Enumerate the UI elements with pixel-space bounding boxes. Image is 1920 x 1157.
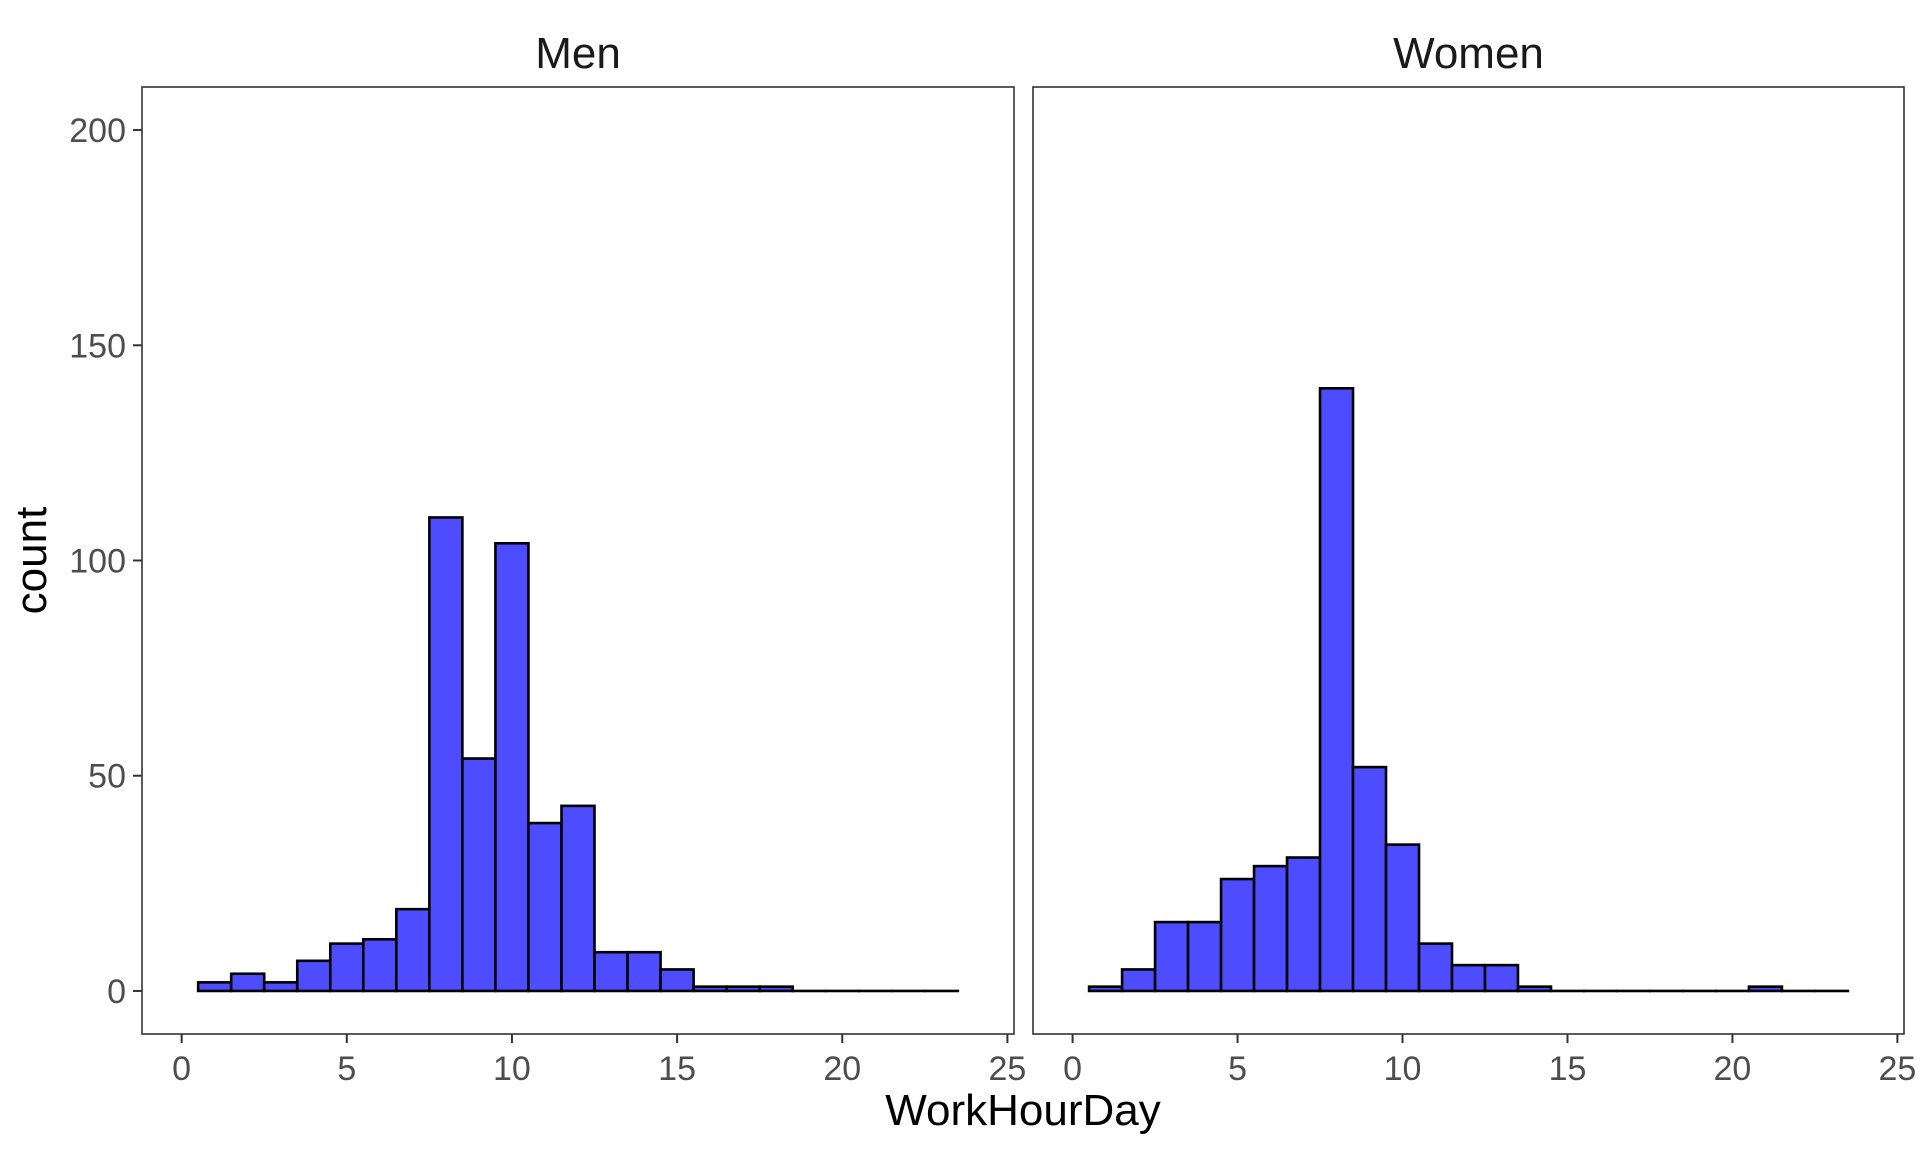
histogram-bar [1386, 845, 1419, 991]
histogram-bar [1122, 969, 1155, 991]
x-tick-label: 20 [1714, 1050, 1752, 1088]
histogram-bar [363, 939, 396, 991]
y-tick-label: 150 [69, 327, 126, 365]
histogram-bar [661, 969, 694, 991]
histogram-bar [1254, 866, 1287, 991]
histogram-bar [1518, 987, 1551, 991]
histogram-bar [1320, 388, 1353, 991]
histogram-bar [1353, 767, 1386, 991]
histogram-bar [628, 952, 661, 991]
histogram-bar [1188, 922, 1221, 991]
y-tick-label: 200 [69, 112, 126, 150]
facet-panel-1: Women 0 5 10 15 20 25 [1033, 29, 1916, 1088]
x-tick-label: 15 [1549, 1050, 1587, 1088]
facet-title: Men [535, 29, 621, 78]
x-axis-title: WorkHourDay [885, 1086, 1160, 1135]
histogram-bar [528, 823, 561, 991]
histogram-bar [495, 543, 528, 991]
histogram-bar [1485, 965, 1518, 991]
x-tick-label: 10 [493, 1050, 531, 1088]
histogram-bar [1419, 944, 1452, 991]
histogram-bar [330, 944, 363, 991]
x-tick-label: 0 [1063, 1050, 1082, 1088]
y-tick-label: 0 [107, 973, 126, 1011]
x-tick-label: 5 [337, 1050, 356, 1088]
x-tick-label: 5 [1228, 1050, 1247, 1088]
histogram-bar [1287, 858, 1320, 991]
facet-title: Women [1393, 29, 1544, 78]
x-tick-label: 25 [1878, 1050, 1916, 1088]
histogram-bar [198, 982, 231, 991]
histogram-bar [264, 982, 297, 991]
y-axis-title: count [7, 507, 56, 615]
x-tick-label: 10 [1384, 1050, 1422, 1088]
histogram-bar [1221, 879, 1254, 991]
histogram-bar [727, 987, 760, 991]
x-tick-label: 15 [658, 1050, 696, 1088]
histogram-bar [595, 952, 628, 991]
histogram-bar [1089, 987, 1122, 991]
histogram-bar [1452, 965, 1485, 991]
facet-panel-0: Men 0 5 10 15 20 25 0 50 100 150 200 [69, 29, 1026, 1088]
histogram-bar [297, 961, 330, 991]
histogram-bar [1155, 922, 1188, 991]
x-tick-label: 20 [823, 1050, 861, 1088]
x-tick-label: 0 [172, 1050, 191, 1088]
histogram-bar [231, 974, 264, 991]
y-tick-label: 100 [69, 543, 126, 581]
histogram-bar [561, 806, 594, 991]
histogram-bar [694, 987, 727, 991]
y-tick-label: 50 [88, 758, 126, 796]
x-tick-label: 25 [988, 1050, 1026, 1088]
histogram-bar [1749, 987, 1782, 991]
histogram-bar [396, 909, 429, 991]
histogram-bar [760, 987, 793, 991]
histogram-bar [462, 759, 495, 991]
histogram-bar [429, 517, 462, 991]
panel-border [1033, 87, 1904, 1034]
